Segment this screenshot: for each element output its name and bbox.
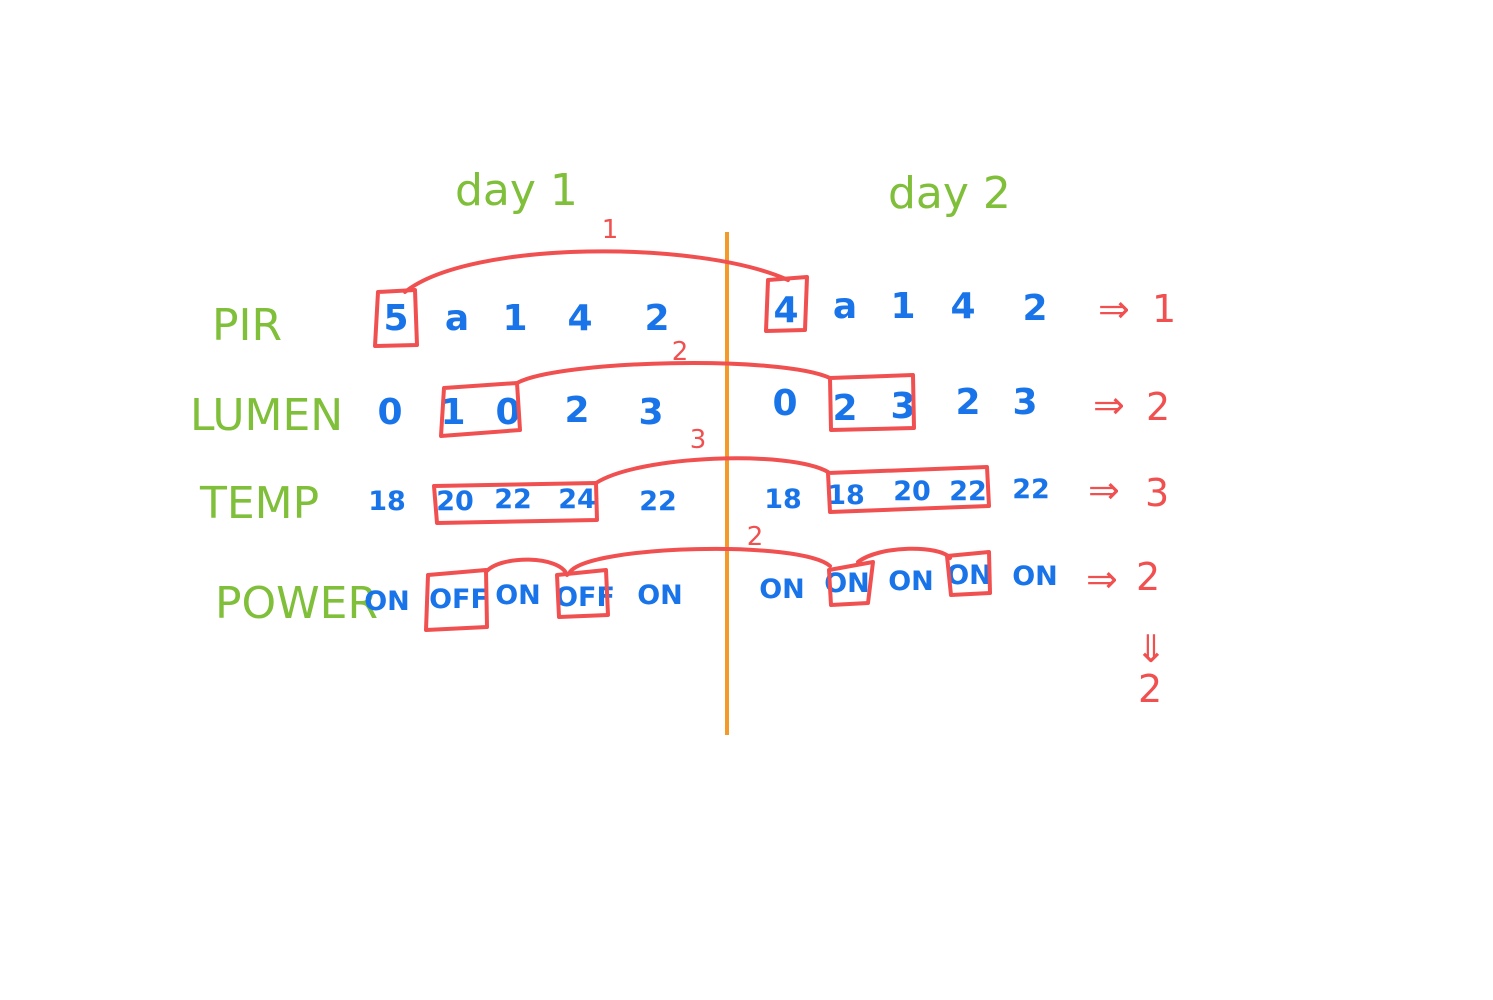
lumen-arc-label: 2 bbox=[672, 337, 689, 367]
connection-arcs bbox=[403, 249, 952, 577]
power-day1-box-1 bbox=[424, 568, 489, 632]
temp-day2-value: 22 bbox=[1012, 474, 1050, 505]
pir-day2-values: 4 a 1 4 2 bbox=[773, 286, 1047, 331]
day2-header: day 2 bbox=[888, 168, 1011, 219]
power-day1-value: ON bbox=[495, 580, 541, 611]
pir-day1-value: 1 bbox=[502, 298, 527, 339]
power-day2-values: ON ON ON ON ON bbox=[759, 560, 1058, 605]
pir-day1-value: a bbox=[445, 298, 469, 339]
temp-day2-value: 18 bbox=[764, 484, 802, 515]
power-day2-box-2 bbox=[945, 550, 992, 597]
pir-day1-value: 2 bbox=[644, 298, 669, 339]
lumen-day2-value: 3 bbox=[1012, 382, 1037, 423]
power-day1-box-2 bbox=[555, 568, 610, 619]
row-label-pir: PIR bbox=[212, 300, 282, 351]
lumen-day2-box bbox=[828, 373, 916, 432]
lumen-arc bbox=[515, 361, 832, 385]
pir-arc bbox=[403, 249, 790, 294]
pir-day2-value: 1 bbox=[890, 286, 915, 327]
temp-arc bbox=[594, 456, 830, 485]
power-arc-3 bbox=[856, 546, 952, 564]
pir-day1-values: 5 a 1 4 2 bbox=[383, 298, 669, 339]
day1-header: day 1 bbox=[455, 165, 578, 216]
temp-day1-value: 18 bbox=[368, 486, 406, 517]
temp-day1-value: 22 bbox=[494, 484, 532, 515]
result-arrow-icon: ⇒ bbox=[1086, 557, 1118, 601]
temp-day2-value: 20 bbox=[893, 476, 931, 507]
pir-day2-value: 2 bbox=[1022, 288, 1047, 329]
power-day2-value: ON bbox=[946, 560, 992, 591]
power-day2-value: ON bbox=[759, 574, 805, 605]
power-arc-label: 2 bbox=[747, 522, 764, 552]
pir-day1-value: 4 bbox=[567, 298, 592, 339]
pir-arc-label: 1 bbox=[602, 215, 619, 245]
row-label-temp: TEMP bbox=[199, 478, 319, 529]
lumen-day1-value: 0 bbox=[377, 392, 402, 433]
power-arc-2 bbox=[568, 546, 832, 574]
temp-day1-values: 18 20 22 24 22 bbox=[368, 484, 677, 517]
result-arrow-icon: ⇒ bbox=[1098, 287, 1130, 331]
power-day2-value: ON bbox=[888, 566, 934, 597]
row-label-lumen: LUMEN bbox=[190, 390, 343, 441]
temp-day1-value: 22 bbox=[639, 486, 677, 517]
power-day2-value: ON bbox=[1012, 561, 1058, 592]
temp-day2-value: 22 bbox=[949, 476, 987, 507]
temp-day2-value: 18 bbox=[827, 480, 865, 511]
temp-day2-values: 18 18 20 22 22 bbox=[764, 474, 1050, 515]
temp-day2-box bbox=[826, 465, 991, 514]
temp-result: ⇒ 3 bbox=[1088, 468, 1169, 515]
power-arc-1 bbox=[484, 557, 569, 577]
lumen-result: ⇒ 2 bbox=[1093, 383, 1170, 429]
lumen-result-value: 2 bbox=[1146, 385, 1170, 429]
pir-day2-value: 4 bbox=[950, 286, 975, 327]
power-day2-box-1 bbox=[827, 560, 875, 607]
lumen-day1-value: 3 bbox=[638, 392, 663, 433]
lumen-day1-values: 0 1 0 2 3 bbox=[377, 390, 663, 433]
result-arrow-icon: ⇒ bbox=[1093, 383, 1125, 427]
temp-day1-value: 20 bbox=[436, 486, 474, 517]
power-result-value: 2 bbox=[1136, 555, 1160, 599]
power-result: ⇒ 2 bbox=[1086, 555, 1160, 601]
pir-day2-box bbox=[764, 275, 809, 333]
final-result-value: 2 bbox=[1138, 667, 1162, 711]
temp-result-value: 3 bbox=[1145, 471, 1169, 515]
pir-result: ⇒ 1 bbox=[1098, 287, 1176, 331]
temp-arc-label: 3 bbox=[690, 425, 707, 455]
temp-day1-box bbox=[432, 481, 599, 525]
lumen-day2-value: 0 bbox=[772, 383, 797, 424]
down-arrow-icon: ⇓ bbox=[1135, 627, 1167, 671]
lumen-day2-value: 2 bbox=[955, 382, 980, 423]
power-day1-values: ON OFF ON OFF ON bbox=[364, 580, 683, 617]
lumen-day2-values: 0 2 3 2 3 bbox=[772, 382, 1037, 429]
power-day1-value: ON bbox=[364, 586, 410, 617]
pir-day1-box bbox=[373, 288, 419, 348]
pir-day2-value: 4 bbox=[773, 290, 798, 331]
lumen-day1-value: 2 bbox=[564, 390, 589, 431]
temp-day1-value: 24 bbox=[558, 484, 596, 515]
power-day1-value: OFF bbox=[429, 584, 489, 615]
pir-day2-value: a bbox=[833, 286, 857, 327]
lumen-day1-box bbox=[439, 381, 522, 438]
row-label-power: POWER bbox=[215, 578, 378, 629]
highlight-boxes bbox=[373, 275, 992, 632]
pir-day1-value: 5 bbox=[383, 298, 408, 339]
result-arrow-icon: ⇒ bbox=[1088, 468, 1120, 512]
power-day1-value: ON bbox=[637, 580, 683, 611]
pir-result-value: 1 bbox=[1152, 287, 1176, 331]
lumen-day2-value: 2 bbox=[832, 388, 857, 429]
